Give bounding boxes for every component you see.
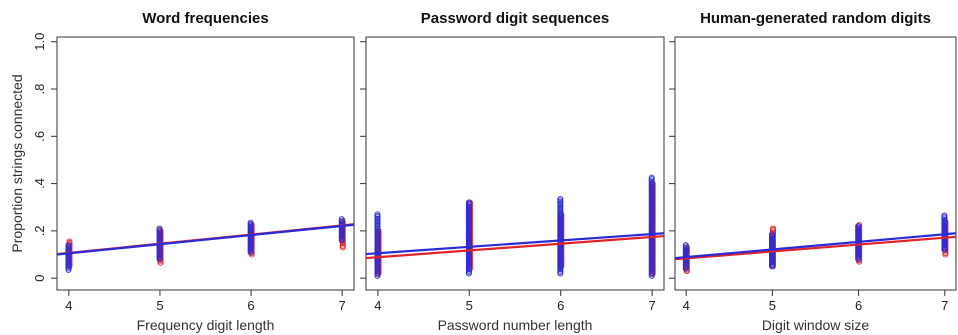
panel-2: Password digit sequences 4 5 6 7 Password num…: [360, 10, 665, 333]
x-tick-label: 4: [374, 298, 381, 313]
panel-3: Human-generated random digits 4 5 6 7 Digit w…: [669, 10, 957, 333]
x-tick-label: 6: [247, 298, 254, 313]
x-tick-label: 7: [941, 298, 948, 313]
x-tick-label: 5: [466, 298, 473, 313]
y-axis-label: Proportion strings connected: [9, 74, 25, 252]
y-tick-label: .8: [32, 84, 47, 95]
plot-frame: [365, 36, 665, 291]
panel-title: Password digit sequences: [421, 10, 609, 27]
x-tick-label: 5: [156, 298, 163, 313]
fit-line-red: [674, 235, 957, 261]
data-point-blue: [682, 242, 689, 249]
data-point-blue: [855, 223, 862, 230]
fit-line-blue: [365, 232, 665, 256]
data-point-blue: [374, 211, 381, 218]
x-tick-label: 4: [683, 298, 690, 313]
data-point-blue: [65, 242, 72, 249]
x-axis-label: Frequency digit length: [137, 317, 275, 333]
x-tick-label: 4: [65, 298, 72, 313]
data-point-blue: [648, 174, 655, 181]
panel-title: Human-generated random digits: [700, 10, 931, 27]
data-point-blue: [247, 219, 254, 226]
y-tick-label: 1.0: [32, 33, 47, 51]
y-tick-label: .2: [32, 225, 47, 236]
data-point-red: [856, 221, 863, 228]
x-tick-label: 5: [769, 298, 776, 313]
y-tick-label: .6: [32, 131, 47, 142]
x-tick-label: 7: [648, 298, 655, 313]
data-point-blue: [465, 199, 472, 206]
fit-line-blue: [674, 232, 957, 260]
data-point-blue: [941, 212, 948, 219]
data-point-blue: [557, 195, 564, 202]
plot-frame: [674, 36, 957, 291]
x-tick-label: 7: [339, 298, 346, 313]
x-tick-label: 6: [557, 298, 564, 313]
plot-frame: [56, 36, 355, 291]
x-axis-label: Digit window size: [762, 317, 870, 333]
data-point-red: [770, 225, 777, 232]
panel-1: Word frequencies 4 5 6 7 Frequency digit leng…: [32, 10, 355, 333]
x-axis-label: Password number length: [438, 317, 593, 333]
data-point-blue: [156, 225, 163, 232]
fit-line-red: [365, 234, 665, 260]
x-tick-label: 6: [855, 298, 862, 313]
panel-title: Word frequencies: [142, 10, 268, 27]
fit-line-blue: [56, 223, 355, 256]
data-point-blue: [338, 216, 345, 223]
data-point-blue: [769, 231, 776, 238]
y-tick-label: .4: [32, 178, 47, 189]
y-tick-label: 0: [32, 275, 47, 282]
